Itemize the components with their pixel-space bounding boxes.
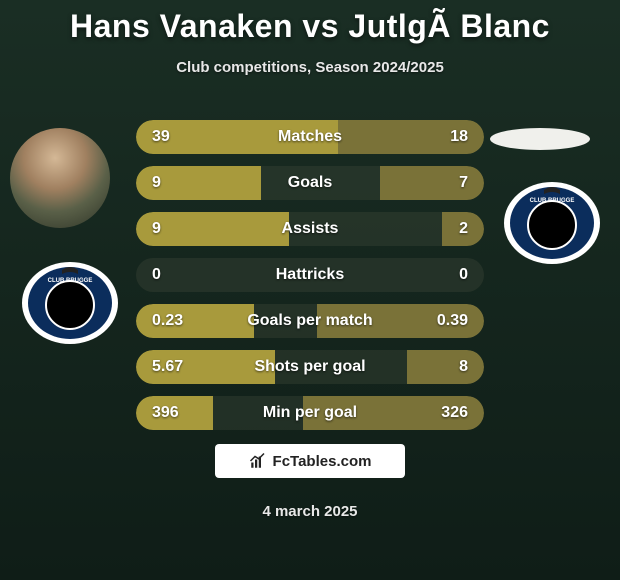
stat-row: 9Goals7	[136, 166, 484, 200]
stat-value-right: 8	[428, 358, 468, 376]
stat-value-right: 326	[428, 404, 468, 422]
svg-text:CLUB BRUGGE: CLUB BRUGGE	[48, 278, 93, 284]
chart-icon	[249, 452, 267, 470]
svg-text:CLUB BRUGGE: CLUB BRUGGE	[530, 198, 575, 204]
stats-list: 39Matches18 9Goals7 9Assists2 0Hattricks0 0.…	[136, 120, 484, 442]
stat-row: 5.67Shots per goal8	[136, 350, 484, 384]
stat-row: 0Hattricks0	[136, 258, 484, 292]
club-crest-right: CLUB BRUGGE	[502, 180, 602, 266]
player-left-avatar	[10, 128, 110, 228]
footer-date: 4 march 2025	[0, 503, 620, 520]
brand-badge[interactable]: FcTables.com	[215, 444, 405, 478]
stat-row: 9Assists2	[136, 212, 484, 246]
stat-value-right: 2	[428, 220, 468, 238]
stat-row: 39Matches18	[136, 120, 484, 154]
player-right-avatar	[490, 128, 590, 150]
stat-row: 396Min per goal326	[136, 396, 484, 430]
stat-row: 0.23Goals per match0.39	[136, 304, 484, 338]
stat-value-right: 0.39	[428, 312, 468, 330]
stat-value-right: 0	[428, 266, 468, 284]
brand-label: FcTables.com	[273, 453, 372, 470]
stat-value-right: 18	[428, 128, 468, 146]
stat-value-right: 7	[428, 174, 468, 192]
page-title: Hans Vanaken vs JutlgÃ Blanc	[0, 8, 620, 45]
club-crest-left: CLUB BRUGGE	[20, 260, 120, 346]
page-subtitle: Club competitions, Season 2024/2025	[0, 59, 620, 76]
